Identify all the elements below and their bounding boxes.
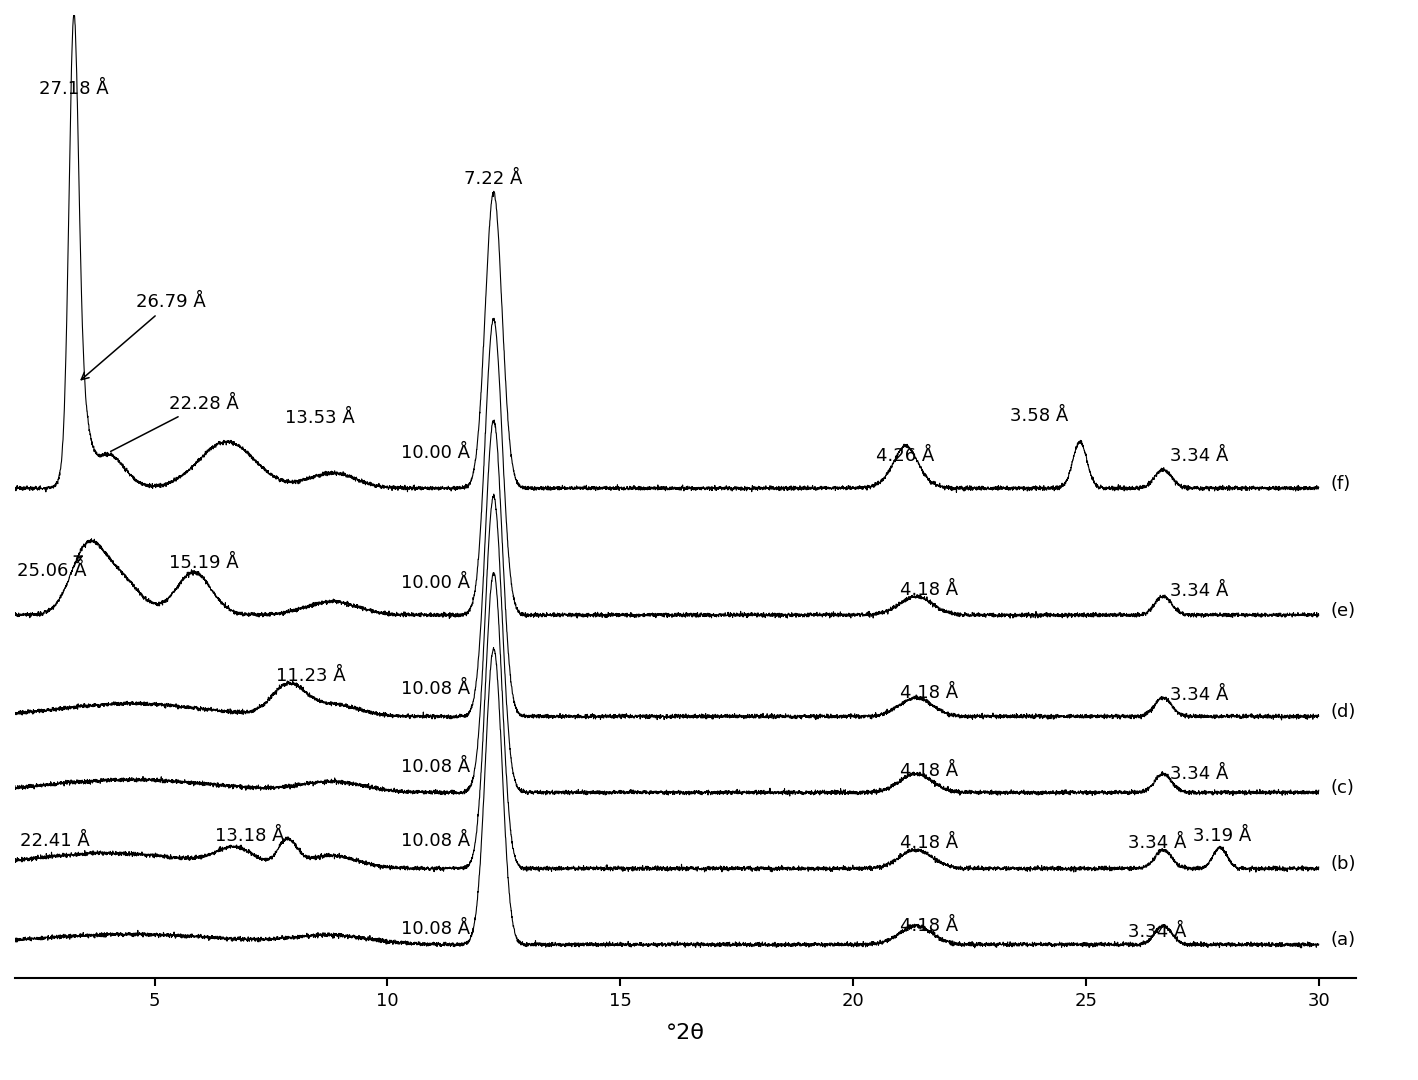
Text: 26.79 Å: 26.79 Å: [81, 294, 206, 380]
Text: 3.34 Å: 3.34 Å: [1170, 582, 1228, 600]
Text: 7.22 Å: 7.22 Å: [465, 171, 523, 188]
Text: (c): (c): [1330, 779, 1354, 797]
Text: 15.19 Å: 15.19 Å: [169, 554, 238, 571]
X-axis label: °2θ: °2θ: [666, 1024, 705, 1043]
Text: 4.18 Å: 4.18 Å: [899, 834, 957, 852]
Text: 3.34 Å: 3.34 Å: [1170, 765, 1228, 783]
Text: 3.34 Å: 3.34 Å: [1170, 447, 1228, 465]
Text: 4.18 Å: 4.18 Å: [899, 917, 957, 935]
Text: (e): (e): [1330, 602, 1356, 620]
Text: 10.08 Å: 10.08 Å: [401, 920, 471, 939]
Text: (b): (b): [1330, 855, 1356, 874]
Text: 3.34 Å: 3.34 Å: [1170, 686, 1228, 704]
Text: (f): (f): [1330, 475, 1350, 492]
Text: 3.34 Å: 3.34 Å: [1127, 922, 1187, 941]
Text: 10.08 Å: 10.08 Å: [401, 758, 471, 777]
Text: 4.18 Å: 4.18 Å: [899, 762, 957, 780]
Text: 10.00 Å: 10.00 Å: [401, 444, 471, 462]
Text: 11.23 Å: 11.23 Å: [275, 666, 346, 685]
Text: 27.18 Å: 27.18 Å: [38, 80, 109, 98]
Text: 3.58 Å: 3.58 Å: [1010, 407, 1068, 424]
Text: 4.18 Å: 4.18 Å: [899, 581, 957, 598]
Text: 13.53 Å: 13.53 Å: [285, 409, 354, 428]
Text: 22.41 Å: 22.41 Å: [20, 833, 89, 850]
Text: 4.18 Å: 4.18 Å: [899, 684, 957, 702]
Text: 13.18 Å: 13.18 Å: [216, 827, 285, 846]
Text: 10.08 Å: 10.08 Å: [401, 680, 471, 699]
Text: 4.26 Å: 4.26 Å: [876, 447, 934, 465]
Text: 25.06 Å: 25.06 Å: [17, 556, 86, 580]
Text: 22.28 Å: 22.28 Å: [111, 394, 238, 451]
Text: 3.19 Å: 3.19 Å: [1193, 827, 1251, 846]
Text: (a): (a): [1330, 931, 1356, 949]
Text: 10.00 Å: 10.00 Å: [401, 573, 471, 592]
Text: 3.34 Å: 3.34 Å: [1127, 834, 1187, 852]
Text: (d): (d): [1330, 703, 1356, 721]
Text: 10.08 Å: 10.08 Å: [401, 833, 471, 850]
